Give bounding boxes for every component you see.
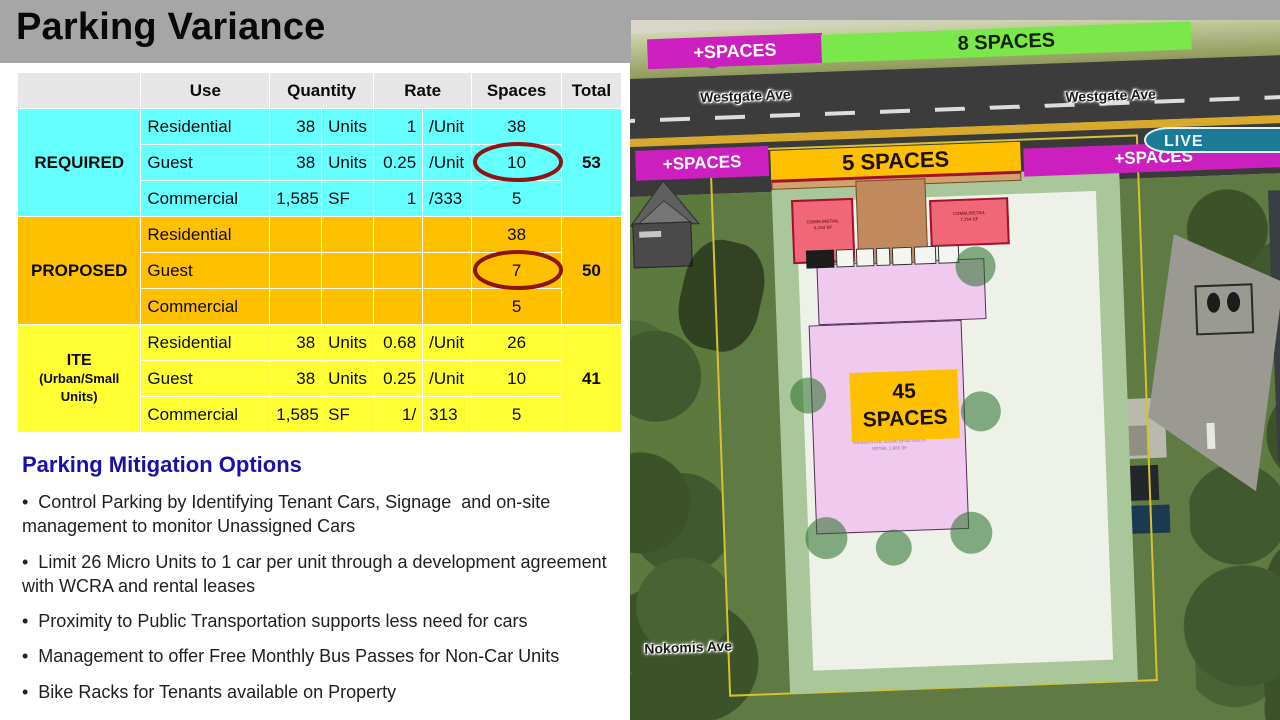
svg-text:LIVE: LIVE xyxy=(1164,133,1204,150)
